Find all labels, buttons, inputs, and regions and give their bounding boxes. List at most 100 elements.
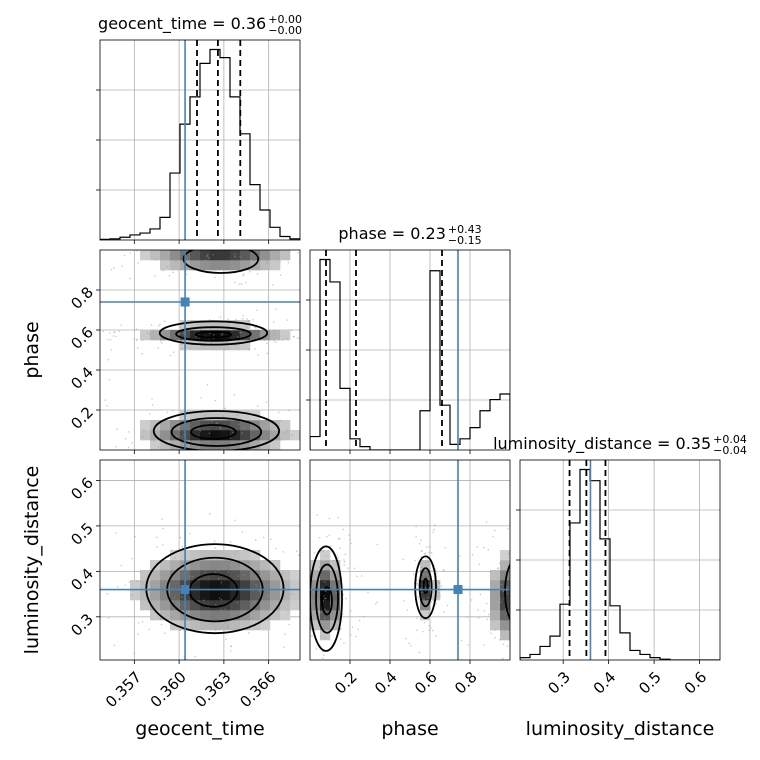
density-cell — [310, 620, 321, 631]
sample-point — [141, 620, 144, 623]
sample-point — [318, 598, 320, 600]
sample-point — [208, 513, 211, 515]
sample-point — [241, 318, 244, 320]
sample-point — [159, 323, 161, 325]
sample-point — [224, 248, 226, 250]
sample-point — [139, 570, 141, 573]
density-cell — [250, 560, 261, 571]
density-cell — [200, 620, 211, 631]
density-cell — [170, 430, 181, 441]
sample-point — [251, 452, 253, 454]
sample-point — [180, 562, 182, 565]
sample-point — [517, 676, 519, 678]
sample-point — [248, 632, 250, 634]
density-cell — [250, 550, 261, 561]
sample-point — [128, 581, 131, 583]
density-cell — [140, 570, 151, 581]
sample-point — [387, 513, 389, 515]
sample-point — [502, 590, 505, 593]
y-tick-label: 0.4 — [67, 363, 97, 393]
sample-point — [241, 274, 244, 277]
sample-point — [275, 456, 277, 458]
sample-point — [256, 405, 259, 407]
sample-point — [482, 546, 485, 549]
sample-point — [337, 557, 339, 560]
sample-point — [305, 589, 307, 591]
joint-panel-geocent_time-vs-phase — [82, 242, 425, 462]
sample-point — [227, 627, 229, 629]
x-axis-label-phase: phase — [381, 718, 438, 740]
sample-point — [266, 595, 269, 597]
sample-point — [506, 645, 509, 647]
sample-point — [324, 637, 326, 639]
x-tick-labels-phase: 0.2 0.4 0.6 0.8 — [331, 668, 481, 698]
sample-point — [169, 242, 171, 244]
sample-point — [162, 430, 164, 433]
density-cell — [200, 430, 211, 441]
density-cell — [270, 430, 281, 441]
sample-point — [135, 339, 138, 342]
sample-point — [52, 630, 54, 632]
sample-point — [204, 441, 207, 444]
sample-point — [402, 558, 405, 561]
sample-point — [490, 632, 492, 635]
sample-point — [328, 517, 331, 520]
density-cell — [320, 620, 331, 631]
sample-point — [433, 528, 435, 531]
sample-point — [163, 334, 166, 336]
x-tick-label: 0.6 — [681, 668, 711, 698]
sample-point — [306, 621, 308, 623]
sample-point — [332, 668, 334, 670]
sample-point — [171, 599, 173, 602]
density-cell — [260, 600, 271, 611]
density-cell — [240, 250, 251, 261]
sample-point — [110, 268, 113, 271]
sample-point — [341, 428, 343, 430]
sample-point — [275, 547, 277, 550]
sample-point — [266, 352, 269, 355]
sample-point — [510, 556, 512, 558]
sample-point — [218, 597, 221, 600]
sample-point — [321, 650, 324, 653]
sample-point — [172, 351, 175, 353]
panel-frame — [99, 39, 301, 241]
sample-point — [329, 570, 332, 573]
sample-point — [136, 250, 139, 252]
sample-point — [340, 628, 342, 630]
sample-point — [263, 422, 266, 425]
sample-point — [248, 460, 250, 462]
sample-point — [423, 267, 425, 269]
sample-point — [178, 604, 181, 606]
sample-point — [113, 644, 116, 647]
sample-point — [471, 553, 474, 556]
sample-point — [416, 582, 419, 585]
sample-point — [329, 681, 331, 683]
sample-point — [533, 650, 535, 652]
sample-point — [245, 326, 248, 328]
sample-point — [317, 746, 319, 748]
sample-point — [512, 551, 514, 553]
density-cell — [280, 420, 291, 431]
sample-point — [136, 346, 139, 349]
sample-point — [439, 595, 441, 597]
density-cell — [280, 430, 291, 441]
sample-point — [321, 657, 324, 659]
sample-point — [88, 438, 90, 440]
sample-point — [290, 669, 292, 671]
sample-point — [549, 600, 551, 602]
sample-point — [246, 318, 248, 320]
sample-point — [82, 438, 84, 440]
sample-point — [324, 590, 327, 592]
sample-point — [354, 635, 357, 638]
sample-point — [424, 552, 427, 555]
sample-point — [241, 432, 244, 434]
sample-point — [181, 436, 184, 438]
density-cell — [150, 610, 161, 621]
sample-point — [236, 601, 239, 604]
sample-point — [268, 448, 270, 450]
sample-point — [240, 283, 243, 285]
sample-point — [295, 550, 298, 552]
density-cell — [230, 420, 241, 431]
sample-point — [427, 606, 429, 609]
sample-point — [304, 577, 306, 579]
